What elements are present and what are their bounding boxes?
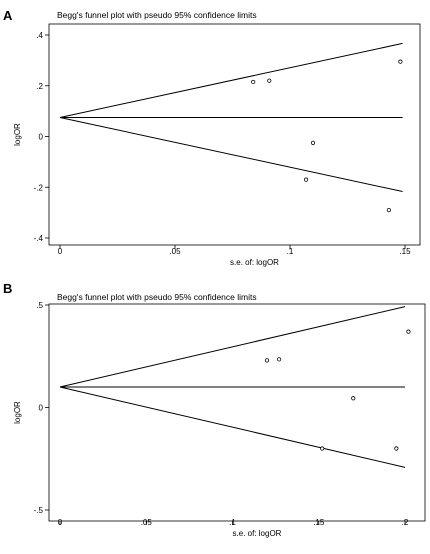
panel-a-x-tick-label: .1 <box>287 247 294 256</box>
panel-b-x-tick-label: .1 <box>229 518 236 527</box>
panel-b-plot-frame <box>48 303 426 522</box>
panel-a-y-tick-label: 0 <box>39 133 44 142</box>
panel-b-y-tick-label: -.5 <box>34 506 44 515</box>
panel-b-x-tick-label: .05 <box>141 518 153 527</box>
panel-a-study-point <box>267 78 272 83</box>
panel-b-x-tick-label: .2 <box>402 518 409 527</box>
panel-b-study-point <box>320 446 325 451</box>
panel-a-study-point <box>251 79 256 85</box>
panel-a-upper-confidence-limit <box>59 42 403 118</box>
panel-a-y-tick-label: -.2 <box>34 183 44 192</box>
panel-a-letter: A <box>3 8 13 23</box>
panel-b-title: Begg's funnel plot with pseudo 95% confi… <box>57 292 257 302</box>
panel-a-study-point <box>398 59 403 64</box>
panel-a-study-point <box>386 207 391 213</box>
panel-a-plot-frame <box>48 23 421 246</box>
panel-b-y-tick-label: .5 <box>36 301 43 310</box>
panel-a-title: Begg's funnel plot with pseudo 95% confi… <box>57 10 257 20</box>
panel-b-upper-confidence-limit <box>59 306 406 388</box>
panel-b-x-tick-label: 0 <box>58 518 63 527</box>
panel-a-y-tick-label: .4 <box>36 31 43 40</box>
panel-b-y-axis-label: logOR <box>13 401 22 424</box>
panel-b-letter: B <box>3 281 12 296</box>
panel-a-study-point <box>303 177 309 182</box>
panel-a-x-tick-label: .15 <box>399 247 411 256</box>
panel-b-x-tick-label: .15 <box>313 518 325 527</box>
panel-b-study-point <box>276 357 282 362</box>
panel-b-study-point <box>264 358 270 363</box>
panel-a-lower-confidence-limit <box>59 116 403 193</box>
panel-a-y-tick-label: -.4 <box>34 234 44 243</box>
panel-a-y-tick-label: .2 <box>36 82 43 91</box>
panel-b-study-point <box>406 329 411 334</box>
panel-b-x-axis-label: s.e. of: logOR <box>233 529 282 538</box>
panel-a-x-axis-label: s.e. of: logOR <box>230 258 279 267</box>
panel-b-y-tick-label: 0 <box>39 404 44 413</box>
panel-a-x-tick-label: 0 <box>58 247 63 256</box>
panel-b-study-point <box>394 446 399 451</box>
panel-a-study-point <box>310 140 316 145</box>
panel-a-x-tick-label: .05 <box>169 247 181 256</box>
panel-a-y-axis-label: logOR <box>13 123 22 146</box>
panel-b-lower-confidence-limit <box>59 386 406 468</box>
panel-b-study-point <box>351 396 356 401</box>
